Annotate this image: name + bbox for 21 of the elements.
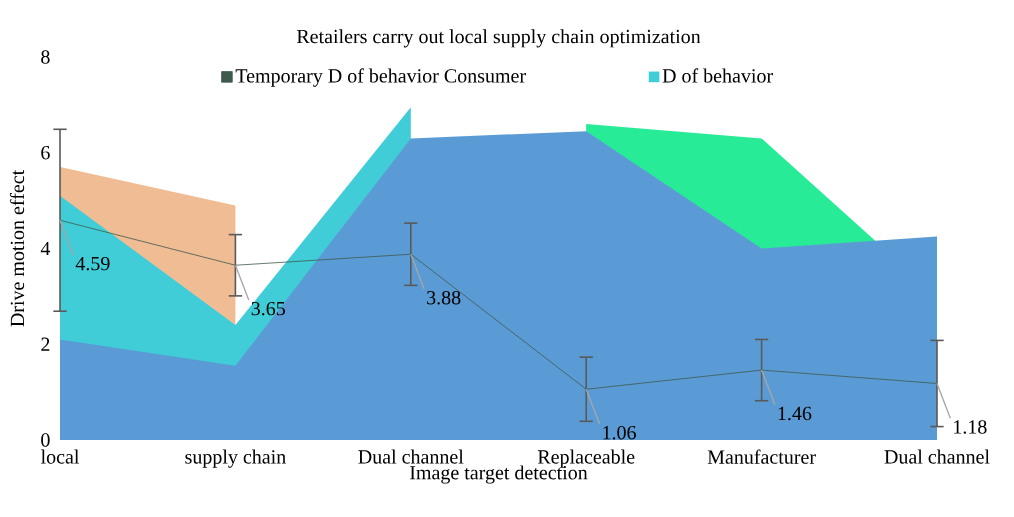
data-label: 1.06 (603, 425, 636, 440)
data-label: 1.18 (954, 420, 987, 434)
y-tick-label: 4 (40, 241, 51, 256)
data-label: 4.59 (75, 256, 110, 271)
y-tick-label: 0 (41, 433, 50, 447)
data-label: 3.65 (251, 301, 285, 316)
y-axis-title: Drive motion effect (9, 169, 25, 327)
x-tick-label: Dual channel (884, 449, 990, 464)
data-label: 3.88 (427, 290, 461, 305)
line-series (59, 219, 938, 390)
x-tick-label: supply chain (185, 449, 286, 468)
data-label: 1.46 (778, 406, 812, 421)
x-tick-label: Dual channel (358, 449, 464, 464)
y-tick-label: 6 (41, 146, 50, 160)
chart-title: Retailers carry out local supply chain optimization (296, 29, 701, 48)
x-tick-label: local (40, 449, 80, 464)
y-tick-label: 8 (41, 50, 50, 64)
legend-label: Temporary D of behavior Consumer (235, 68, 526, 87)
x-tick-label: Manufacturer (707, 449, 816, 464)
legend-label: D of behavior (662, 68, 773, 83)
y-tick-label: 2 (41, 337, 50, 351)
